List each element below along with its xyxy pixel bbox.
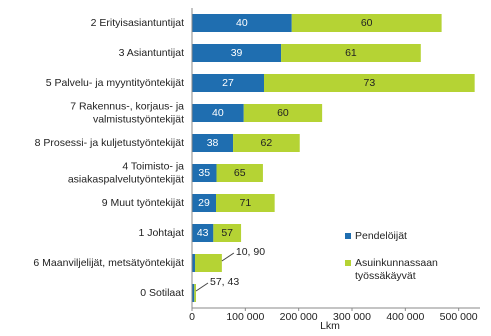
legend-label-line: työssäkäyvät [355, 270, 416, 282]
leader-line [195, 282, 209, 292]
x-tick-label: 100 000 [226, 311, 264, 323]
bar [192, 194, 216, 212]
data-label: 40 [236, 17, 248, 29]
category-label: 6 Maanviljelijät, metsätyöntekijät [33, 257, 184, 269]
x-axis-title: Lkm [320, 320, 340, 332]
category-label: 0 Sotilaat [140, 287, 184, 299]
category-label-line: 9 Muut työntekijät [102, 197, 184, 209]
bar [192, 284, 195, 302]
category-label: 7 Rakennus-, korjaus- ja valmistustyöntek… [70, 100, 184, 125]
bar [216, 164, 263, 182]
legend-label-line: Asuinkunnassaan [355, 257, 438, 269]
data-label: 40 [212, 107, 224, 119]
category-label-line: 8 Prosessi- ja kuljetustyöntekijät [35, 137, 184, 149]
data-label: 65 [234, 167, 246, 179]
legend-label: Asuinkunnassaan työssäkäyvät [355, 257, 438, 282]
leader-line [221, 252, 235, 262]
category-label-line: valmistustyöntekijät [93, 113, 184, 125]
bar [281, 44, 421, 62]
bar [192, 44, 282, 62]
x-tick-label: 0 [189, 311, 195, 323]
bar [194, 284, 196, 302]
bar [194, 254, 222, 272]
data-label: 10, 90 [236, 246, 265, 258]
data-label: 60 [361, 17, 373, 29]
bar [192, 14, 292, 32]
category-label: 4 Toimisto- ja asiakaspalvelutyöntekijät [68, 160, 184, 185]
category-label-line: 0 Sotilaat [140, 287, 184, 299]
bar [192, 164, 217, 182]
bar [233, 134, 300, 152]
category-label-line: 6 Maanviljelijät, metsätyöntekijät [33, 257, 184, 269]
category-label: 9 Muut työntekijät [102, 197, 184, 209]
data-label: 43 [197, 227, 209, 239]
x-tick-label: 400 000 [386, 311, 424, 323]
category-label-line: 1 Johtajat [138, 227, 184, 239]
data-label: 62 [261, 137, 273, 149]
data-label: 29 [198, 197, 210, 209]
bar [192, 254, 195, 272]
category-label: 5 Palvelu- ja myyntityöntekijät [46, 77, 184, 89]
data-label: 61 [345, 47, 357, 59]
x-tick-label: 200 000 [280, 311, 318, 323]
bar [192, 104, 244, 122]
data-label: 27 [222, 77, 234, 89]
bar [291, 14, 442, 32]
bar [213, 224, 242, 242]
legend-swatch [345, 233, 351, 239]
data-label: 57 [221, 227, 233, 239]
category-label-line: 2 Erityisasiantuntijat [91, 17, 184, 29]
category-label-line: asiakaspalvelutyöntekijät [68, 173, 184, 185]
legend-label: Pendelöijät [355, 230, 407, 242]
category-label: 3 Asiantuntijat [119, 47, 184, 59]
data-label: 57, 43 [210, 276, 239, 288]
category-label-line: 5 Palvelu- ja myyntityöntekijät [46, 77, 184, 89]
category-label-line: 7 Rakennus-, korjaus- ja [70, 100, 184, 112]
data-label: 38 [207, 137, 219, 149]
bar [192, 74, 264, 92]
category-label: 1 Johtajat [138, 227, 184, 239]
data-label: 73 [363, 77, 375, 89]
legend-swatch [345, 260, 351, 266]
category-label-line: 4 Toimisto- ja [122, 160, 184, 172]
bar [192, 134, 234, 152]
x-tick-label: 500 000 [440, 311, 478, 323]
data-label: 60 [277, 107, 289, 119]
bar [243, 104, 323, 122]
category-label: 2 Erityisasiantuntijat [91, 17, 184, 29]
category-label-line: 3 Asiantuntijat [119, 47, 184, 59]
data-label: 35 [198, 167, 210, 179]
bar [264, 74, 475, 92]
data-label: 71 [239, 197, 251, 209]
x-tick-label: 300 000 [333, 311, 371, 323]
bar [216, 194, 275, 212]
bar [192, 224, 214, 242]
data-label: 39 [231, 47, 243, 59]
category-label: 8 Prosessi- ja kuljetustyöntekijät [35, 137, 184, 149]
